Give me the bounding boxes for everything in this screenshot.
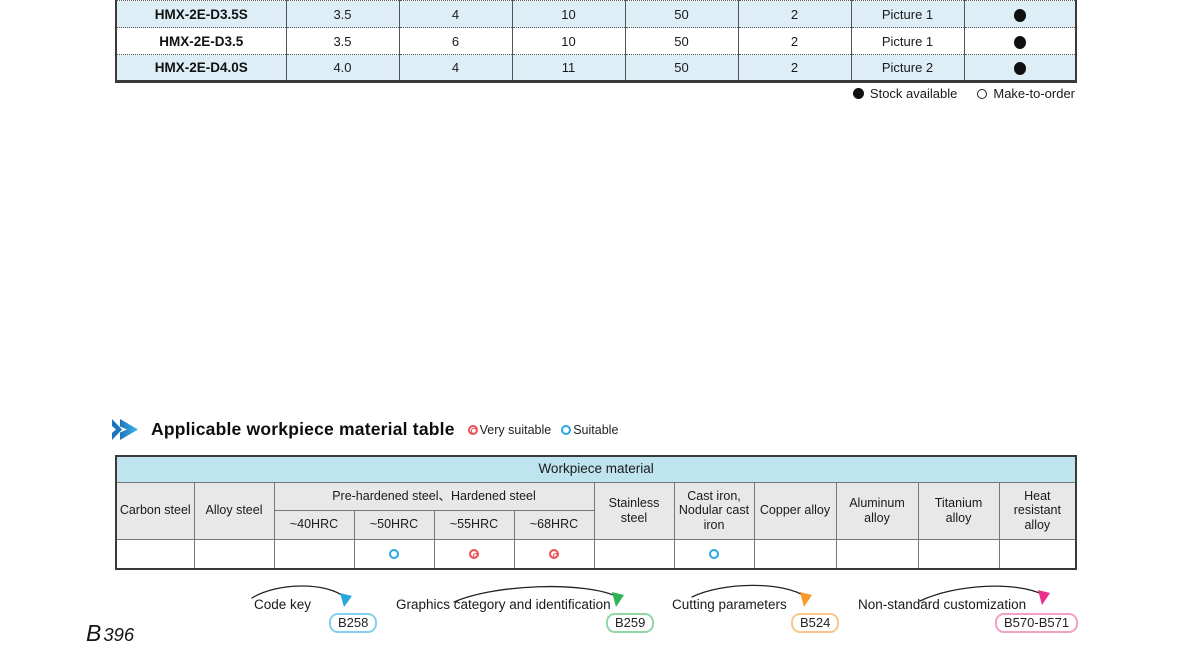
suitable-icon xyxy=(709,549,719,560)
suitability-cell xyxy=(115,538,195,570)
suitability-cell xyxy=(835,538,919,570)
workpiece-title-row: Workpiece material xyxy=(115,455,1077,483)
header-68hrc: ~68HRC xyxy=(513,509,595,540)
table-row: HMX-2E-D3.5S 3.5 4 10 50 2 Picture 1 xyxy=(115,0,1077,28)
suitable-icon xyxy=(389,549,399,560)
curved-arrow-icon xyxy=(691,584,812,607)
header-carbon-steel: Carbon steel xyxy=(115,481,195,540)
suitable-legend: Suitable xyxy=(561,423,618,437)
very-suitable-icon xyxy=(467,424,478,435)
header-55hrc: ~55HRC xyxy=(433,509,515,540)
annotation-label: Non-standard customization xyxy=(858,597,1027,612)
page-ref-badge: B259 xyxy=(606,613,655,633)
spec-cell: 10 xyxy=(511,0,626,28)
spec-cell: 50 xyxy=(624,54,739,82)
annotation-label: Graphics category and identification xyxy=(396,597,611,612)
header-hardened-steel-group: Pre-hardened steel、Hardened steel xyxy=(273,481,595,511)
workpiece-material-table: Workpiece material Carbon steel Alloy st… xyxy=(115,455,1078,570)
very-suitable-icon xyxy=(469,549,479,560)
double-chevron-icon xyxy=(112,419,138,440)
picture-cell: Picture 1 xyxy=(850,0,965,28)
very-suitable-label: Very suitable xyxy=(479,422,552,437)
section-title: Applicable workpiece material table xyxy=(151,419,455,439)
stock-available-icon xyxy=(1013,35,1026,49)
page-ref-badge: B570-B571 xyxy=(995,613,1079,633)
page-number-prefix: B xyxy=(86,620,102,646)
spec-cell: 3.5 xyxy=(285,27,400,55)
curved-arrow-icon xyxy=(251,585,352,607)
suitability-legend: Very suitable Suitable xyxy=(467,422,618,437)
stock-available-legend: Stock available xyxy=(852,86,958,101)
very-suitable-legend: Very suitable xyxy=(467,422,552,437)
page-number-value: 396 xyxy=(103,624,135,645)
spec-cell: 2 xyxy=(737,54,852,82)
suitability-cell xyxy=(273,538,355,570)
stock-legend: Stock available Make-to-order xyxy=(852,86,1075,101)
suitability-cell xyxy=(917,538,1000,570)
header-50hrc: ~50HRC xyxy=(353,509,435,540)
suitability-cell xyxy=(193,538,275,570)
header-stainless-steel: Stainless steel xyxy=(593,481,675,540)
spec-cell: 2 xyxy=(737,27,852,55)
curved-arrow-icon xyxy=(453,585,624,607)
model-cell: HMX-2E-D4.0S xyxy=(115,54,287,82)
header-row: Carbon steel Alloy steel Pre-hardened st… xyxy=(115,481,1077,540)
curved-arrow-icon xyxy=(919,585,1050,605)
section-heading: Applicable workpiece material table Very… xyxy=(112,419,618,440)
header-alloy-steel: Alloy steel xyxy=(193,481,275,540)
suitability-cell xyxy=(673,538,755,570)
header-titanium-alloy: Titanium alloy xyxy=(917,481,1000,540)
spec-cell: 4 xyxy=(398,54,513,82)
suitability-cell xyxy=(433,538,515,570)
suitability-cell xyxy=(753,538,837,570)
page-ref-badge: B524 xyxy=(791,613,840,633)
header-copper-alloy: Copper alloy xyxy=(753,481,837,540)
stock-available-icon xyxy=(1013,62,1026,76)
spec-cell: 6 xyxy=(398,27,513,55)
make-to-order-label: Make-to-order xyxy=(993,86,1075,101)
model-cell: HMX-2E-D3.5S xyxy=(115,0,287,28)
header-heat-resistant-alloy: Heat resistant alloy xyxy=(998,481,1077,540)
very-suitable-icon xyxy=(549,549,559,560)
spec-cell: 11 xyxy=(511,54,626,82)
table-row: HMX-2E-D3.5 3.5 6 10 50 2 Picture 1 xyxy=(115,27,1077,55)
table-row: HMX-2E-D4.0S 4.0 4 11 50 2 Picture 2 xyxy=(115,54,1077,82)
stock-available-label: Stock available xyxy=(869,86,958,101)
suitability-cell xyxy=(593,538,675,570)
spec-cell: 50 xyxy=(624,27,739,55)
suitability-cell xyxy=(513,538,595,570)
stock-available-icon xyxy=(852,88,864,99)
header-40hrc: ~40HRC xyxy=(273,509,355,540)
page-ref-badge: B258 xyxy=(329,613,378,633)
spec-cell: 2 xyxy=(737,0,852,28)
suitability-row xyxy=(115,538,1077,570)
stock-available-icon xyxy=(1013,8,1026,22)
spec-cell: 10 xyxy=(511,27,626,55)
spec-table: HMX-2E-D3.5S 3.5 4 10 50 2 Picture 1 HMX… xyxy=(115,0,1077,83)
header-aluminum-alloy: Aluminum alloy xyxy=(835,481,919,540)
workpiece-material-title: Workpiece material xyxy=(115,455,1077,483)
suitable-icon xyxy=(561,424,572,435)
spec-cell: 50 xyxy=(624,0,739,28)
spec-cell: 4.0 xyxy=(285,54,400,82)
stock-cell xyxy=(963,0,1077,28)
picture-cell: Picture 1 xyxy=(850,27,965,55)
suitability-cell xyxy=(353,538,435,570)
page-number: B 396 xyxy=(86,620,134,647)
make-to-order-icon xyxy=(977,88,988,99)
make-to-order-legend: Make-to-order xyxy=(977,86,1075,101)
model-cell: HMX-2E-D3.5 xyxy=(115,27,287,55)
suitable-label: Suitable xyxy=(573,422,619,437)
picture-cell: Picture 2 xyxy=(850,54,965,82)
annotation-label: Code key xyxy=(254,597,312,612)
stock-cell xyxy=(963,54,1077,82)
spec-cell: 3.5 xyxy=(285,0,400,28)
header-cast-iron: Cast iron, Nodular cast iron xyxy=(673,481,755,540)
annotation-label: Cutting parameters xyxy=(672,597,787,612)
suitability-cell xyxy=(998,538,1077,570)
stock-cell xyxy=(963,27,1077,55)
spec-cell: 4 xyxy=(398,0,513,28)
